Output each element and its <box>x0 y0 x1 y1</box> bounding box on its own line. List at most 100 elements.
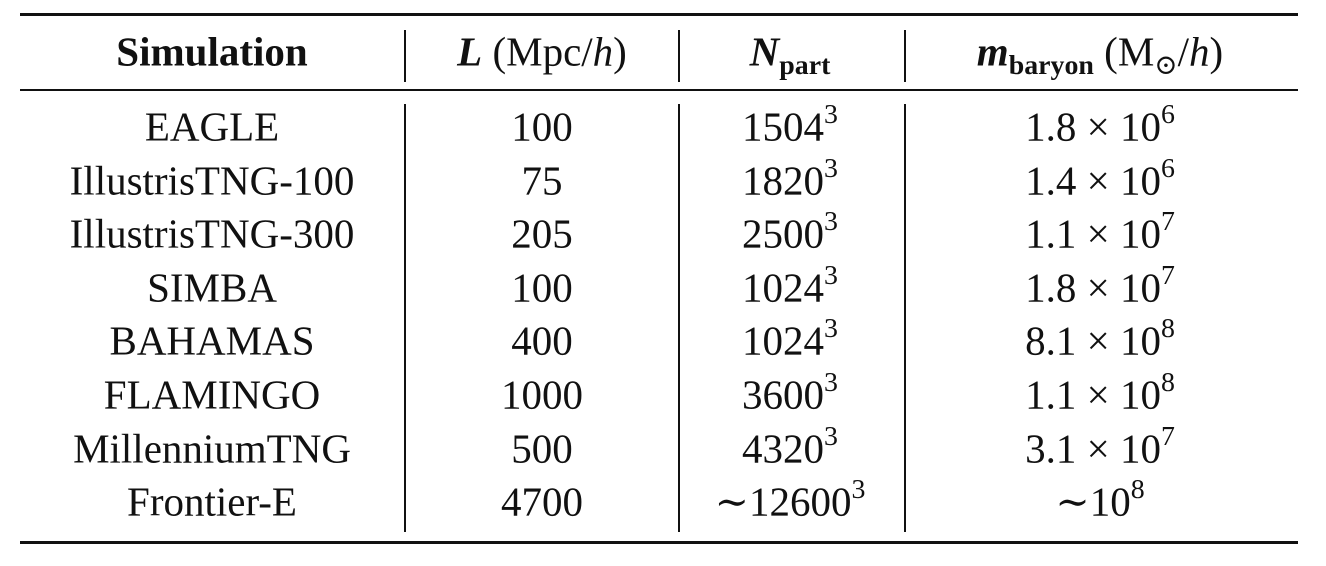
table-cell: 1000 <box>501 371 583 418</box>
cell-text: FLAMINGO <box>103 371 321 418</box>
exponent: 7 <box>1160 206 1175 238</box>
base: 1024 <box>742 317 825 364</box>
exponent: 3 <box>824 260 838 292</box>
base: 12600 <box>748 478 852 525</box>
cell-text: 500 <box>511 425 573 472</box>
top-rule <box>20 13 1298 16</box>
column-divider <box>404 104 406 532</box>
base: 10 <box>1119 425 1161 472</box>
table-cell: 36003 <box>742 369 838 418</box>
prefix: ∼ <box>714 478 749 525</box>
cell-text: 100 <box>511 264 573 311</box>
times: × <box>1086 371 1110 418</box>
header-symbol: N <box>749 28 780 75</box>
column-divider <box>904 104 906 532</box>
base: 4320 <box>742 425 825 472</box>
header-symbol: L <box>457 28 483 75</box>
cell-text: 4700 <box>501 478 583 525</box>
table-cell: 8.1 × 108 <box>1025 315 1175 364</box>
header-cell: mbaryon (M⊙/h) <box>976 28 1224 79</box>
base: 1504 <box>742 103 825 150</box>
mantissa: 1.1 <box>1025 371 1077 418</box>
header-unit: h <box>1189 28 1210 75</box>
cell-text: MillenniumTNG <box>73 425 351 472</box>
exponent: 3 <box>824 99 838 131</box>
base: 10 <box>1119 157 1161 204</box>
base: 1820 <box>742 157 825 204</box>
table-cell: EAGLE <box>144 103 280 150</box>
table-cell: FLAMINGO <box>103 371 321 418</box>
cell-text: 1000 <box>501 371 583 418</box>
header-unit: ⊙ <box>1154 49 1178 81</box>
base: 1024 <box>742 264 825 311</box>
bottom-rule <box>20 541 1298 544</box>
table-cell: 1.8 × 107 <box>1025 262 1175 311</box>
times: × <box>1086 103 1110 150</box>
cell-text: BAHAMAS <box>109 317 315 364</box>
table-cell: 18203 <box>742 154 838 204</box>
header-unit: ) <box>1209 28 1224 75</box>
exponent: 6 <box>1160 99 1175 131</box>
cell-text: 400 <box>511 317 573 364</box>
mantissa: 1.1 <box>1025 210 1077 257</box>
table-cell: 100 <box>511 267 573 308</box>
base: 2500 <box>742 210 825 257</box>
table-cell: 15043 <box>742 101 838 150</box>
table-cell: 1.1 × 107 <box>1025 208 1175 257</box>
table-cell: 43203 <box>742 422 838 472</box>
base: 10 <box>1119 103 1161 150</box>
header-unit: / <box>1177 28 1190 75</box>
header-unit: h <box>592 28 614 75</box>
column-divider <box>678 104 680 532</box>
header-cell: Npart <box>749 28 831 79</box>
exponent: 3 <box>824 152 838 184</box>
table-cell: ∼126003 <box>714 476 866 525</box>
base: 3600 <box>742 371 825 418</box>
table-cell: 75 <box>522 160 563 201</box>
base: 10 <box>1089 478 1131 525</box>
table-cell: 1.1 × 108 <box>1025 369 1175 418</box>
table-cell: 4700 <box>501 478 583 525</box>
header-subscript: part <box>779 49 831 81</box>
times: × <box>1086 157 1110 204</box>
mid-rule <box>20 89 1298 91</box>
cell-text: IllustrisTNG-300 <box>69 210 355 257</box>
table-cell: 100 <box>511 103 573 150</box>
exponent: 3 <box>824 420 838 452</box>
exponent: 8 <box>1160 367 1175 399</box>
mantissa: 1.4 <box>1025 157 1077 204</box>
times: × <box>1086 317 1110 364</box>
base: 10 <box>1119 210 1161 257</box>
exponent: 6 <box>1160 152 1175 184</box>
cell-text: EAGLE <box>144 103 280 150</box>
table-cell: 10243 <box>742 262 838 311</box>
cell-text: Frontier-E <box>127 478 297 525</box>
base: 10 <box>1119 317 1161 364</box>
table-cell: 1.8 × 106 <box>1025 101 1175 150</box>
cell-text: 100 <box>511 103 573 150</box>
cell-text: SIMBA <box>147 264 277 311</box>
exponent: 3 <box>851 474 866 506</box>
times: × <box>1086 264 1110 311</box>
header-cell: Simulation <box>116 31 307 73</box>
exponent: 8 <box>1130 474 1145 506</box>
header-cell: L (Mpc/h) <box>457 28 627 75</box>
header-symbol: m <box>976 28 1009 75</box>
header-subscript: baryon <box>1008 49 1094 81</box>
exponent: 8 <box>1160 313 1175 345</box>
cell-text: 205 <box>511 210 573 257</box>
mantissa: 8.1 <box>1025 317 1077 364</box>
table-cell: 1.4 × 106 <box>1025 154 1175 204</box>
prefix: ∼ <box>1055 478 1090 525</box>
exponent: 3 <box>824 206 838 238</box>
table-cell: SIMBA <box>147 267 277 308</box>
exponent: 3 <box>824 367 838 399</box>
table-cell: 25003 <box>742 208 838 257</box>
base: 10 <box>1119 264 1161 311</box>
table-cell: 3.1 × 107 <box>1025 422 1175 472</box>
exponent: 7 <box>1160 420 1175 452</box>
cell-text: IllustrisTNG-100 <box>69 157 355 204</box>
exponent: 7 <box>1160 260 1175 292</box>
times: × <box>1086 425 1110 472</box>
